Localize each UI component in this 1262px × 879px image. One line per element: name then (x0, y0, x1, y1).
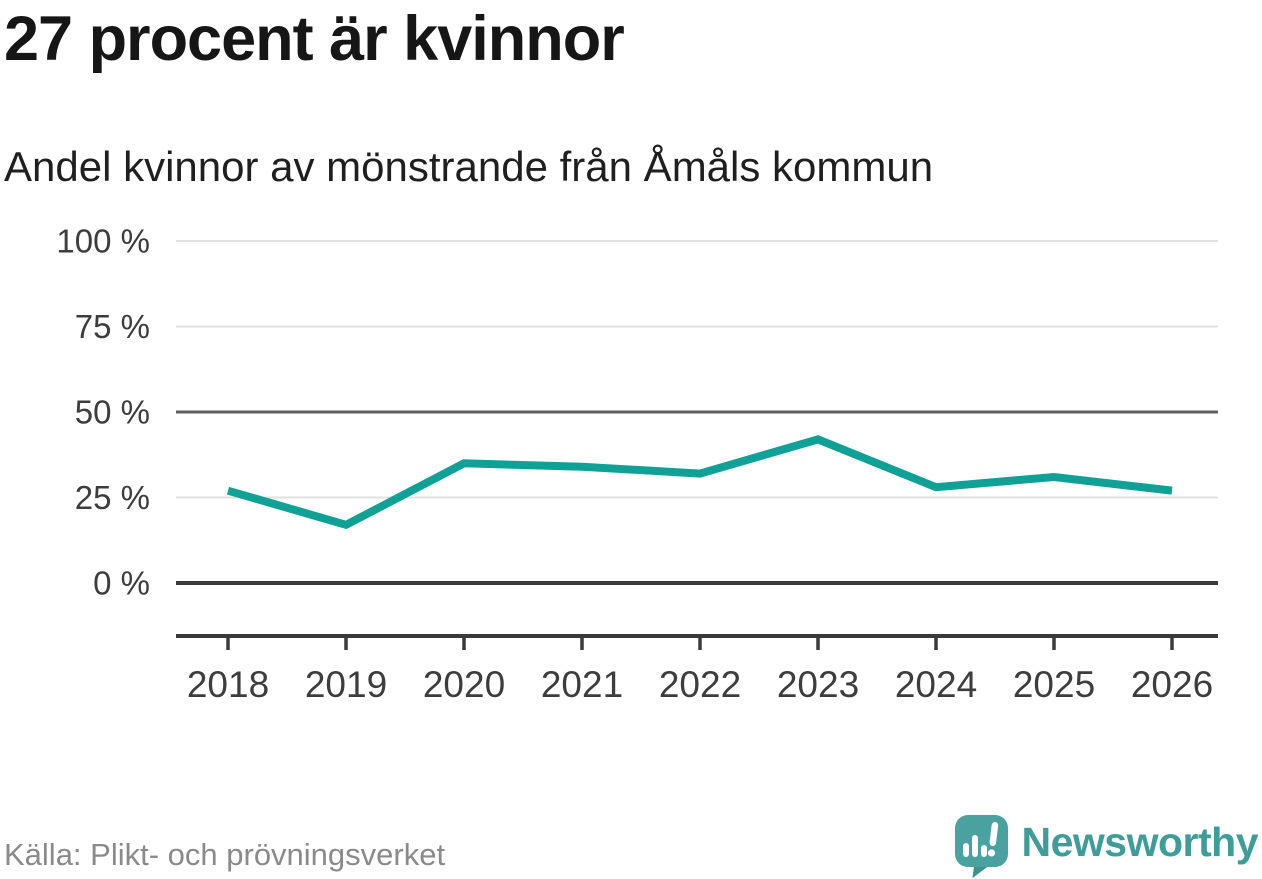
data-line (226, 435, 1173, 530)
y-tick-label: 0 % (93, 565, 150, 602)
chart-title: 27 procent är kvinnor (4, 4, 625, 74)
y-tick-label: 100 % (56, 223, 150, 260)
exclamation-glyph (987, 822, 998, 857)
x-tick-label: 2025 (1013, 664, 1095, 705)
y-tick-label: 50 % (75, 394, 150, 431)
chart-subtitle: Andel kvinnor av mönstrande från Åmåls k… (4, 143, 934, 190)
newsworthy-logo: Newsworthy (953, 814, 1259, 878)
newsworthy-wordmark: Newsworthy (1021, 818, 1259, 865)
y-tick-label: 25 % (75, 479, 150, 516)
bubble-tail-shade (972, 867, 987, 878)
x-tick-label: 2023 (777, 664, 859, 705)
x-tick-label: 2020 (423, 664, 505, 705)
bar-chart-glyph (962, 835, 987, 857)
source-caption: Källa: Plikt- och prövningsverket (4, 837, 446, 872)
x-tick-label: 2024 (895, 664, 977, 705)
x-tick-label: 2021 (541, 664, 623, 705)
x-tick-label: 2026 (1131, 664, 1213, 705)
newsworthy-bubble-chart-icon (954, 815, 1008, 878)
x-tick-label: 2019 (305, 664, 387, 705)
x-tick-label: 2022 (659, 664, 741, 705)
x-tick-label: 2018 (187, 664, 269, 705)
y-tick-label: 75 % (75, 308, 150, 345)
